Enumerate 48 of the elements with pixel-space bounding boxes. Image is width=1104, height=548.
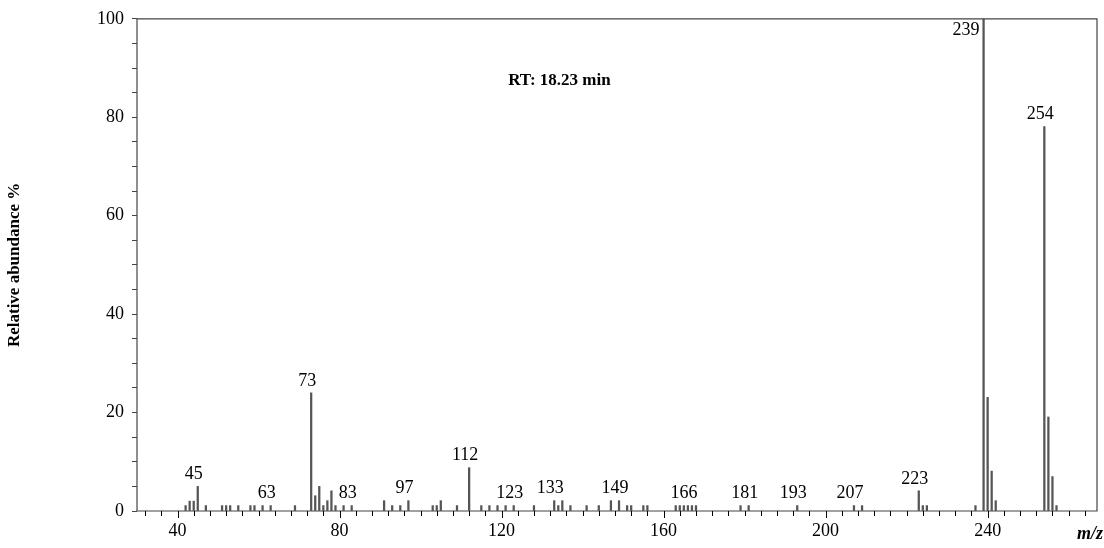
annotation: 223: [901, 467, 929, 488]
y-axis-title: Relative abundance %: [3, 182, 23, 348]
annotation: 181: [731, 482, 759, 503]
bar: [646, 505, 649, 511]
y-tick-label: 100: [97, 7, 124, 28]
bar: [342, 505, 345, 511]
annotation: 193: [779, 482, 807, 503]
annotation: 112: [451, 444, 479, 465]
x-tick-label: 40: [168, 519, 187, 540]
annotation: 73: [298, 369, 317, 390]
annotation: 149: [601, 477, 629, 498]
x-tick-label: 80: [330, 519, 349, 540]
bar: [407, 500, 410, 511]
bar: [253, 505, 256, 511]
annotation: 63: [257, 482, 276, 503]
bar: [974, 505, 977, 511]
annotation: 166: [670, 482, 698, 503]
annotation: 207: [836, 482, 864, 503]
bar: [585, 505, 588, 511]
bar: [184, 505, 187, 511]
bar: [739, 505, 742, 511]
annotation: RT: 18.23 min: [508, 69, 612, 89]
annotation: 83: [338, 482, 357, 503]
y-tick-label: 60: [106, 204, 124, 225]
x-tick-label: 160: [650, 519, 678, 540]
y-tick-label: 0: [115, 499, 124, 520]
bar: [488, 505, 491, 511]
x-tick-label: 120: [488, 519, 516, 540]
annotation: 133: [536, 477, 564, 498]
bar: [504, 505, 507, 511]
bar: [496, 505, 499, 511]
annotation: 239: [952, 18, 980, 39]
bar: [569, 505, 572, 511]
x-tick-label: 200: [812, 519, 840, 540]
bar: [1047, 416, 1050, 511]
x-axis-title: m/z: [1077, 522, 1104, 543]
bar: [261, 505, 264, 511]
bar: [982, 18, 985, 511]
annotation: 123: [496, 482, 524, 503]
bar: [330, 490, 333, 511]
y-tick-label: 80: [106, 105, 124, 126]
x-tick-label: 240: [974, 519, 1002, 540]
annotation: 254: [1026, 103, 1054, 124]
y-tick-label: 20: [106, 401, 124, 422]
y-tick-label: 40: [106, 302, 124, 323]
bar: [249, 505, 252, 511]
annotation: 97: [395, 477, 414, 498]
annotation: 45: [184, 463, 203, 484]
